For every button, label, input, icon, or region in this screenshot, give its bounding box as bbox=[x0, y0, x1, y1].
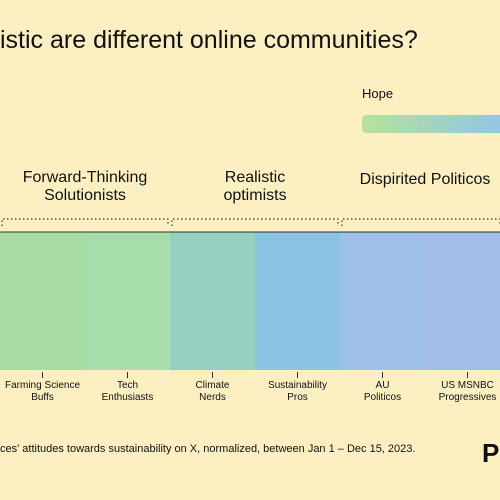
brand: P bbox=[482, 438, 499, 468]
column bbox=[0, 232, 85, 370]
category-label: Enthusiasts bbox=[102, 392, 154, 403]
category-label: Buffs bbox=[31, 392, 54, 403]
group-label: optimists bbox=[223, 187, 286, 204]
column bbox=[340, 232, 425, 370]
category-label: AU bbox=[376, 380, 390, 391]
group-label: Dispirited Politicos bbox=[360, 171, 491, 188]
category-label: Tech bbox=[117, 380, 138, 391]
legend-gradient bbox=[362, 115, 500, 133]
legend-label: Hope bbox=[362, 86, 393, 101]
column bbox=[425, 232, 500, 370]
footnote: ces' attitudes towards sustainability on… bbox=[0, 443, 415, 455]
chart-title: istic are different online communities? bbox=[0, 26, 418, 54]
category-label: Politicos bbox=[364, 392, 401, 403]
column bbox=[170, 232, 255, 370]
category-label: Farming Science bbox=[5, 380, 80, 391]
category-label: Climate bbox=[196, 380, 230, 391]
category-label: Progressives bbox=[439, 392, 497, 403]
category-label: Pros bbox=[287, 392, 308, 403]
category-label: US MSNBC bbox=[441, 380, 494, 391]
group-label: Realistic bbox=[225, 169, 285, 186]
column bbox=[255, 232, 340, 370]
group-bracket bbox=[171, 218, 339, 226]
group-bracket bbox=[1, 218, 169, 226]
category-label: Nerds bbox=[199, 392, 226, 403]
category-label: Sustainability bbox=[268, 380, 327, 391]
column bbox=[85, 232, 170, 370]
group-label: Forward-Thinking bbox=[23, 169, 147, 186]
group-label: Solutionists bbox=[44, 187, 126, 204]
